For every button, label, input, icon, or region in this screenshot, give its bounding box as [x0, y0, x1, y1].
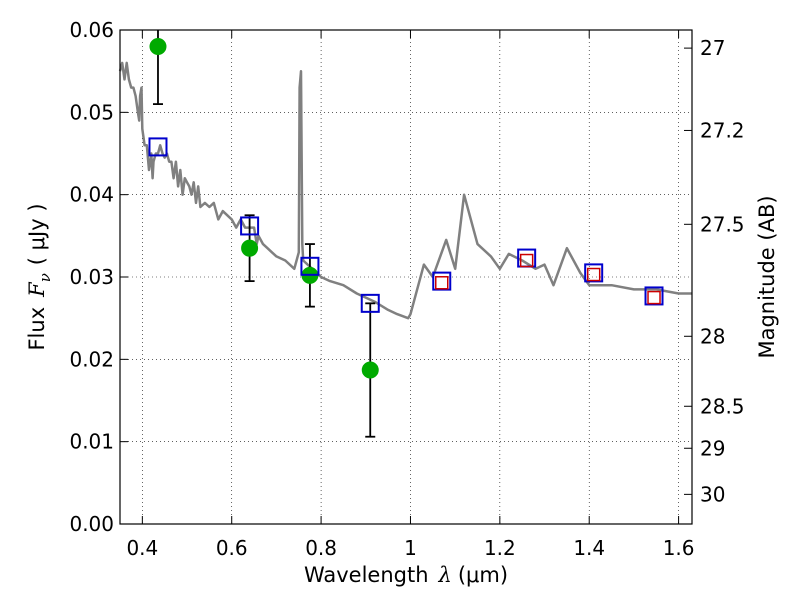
y-tick-label: 0.01 — [69, 430, 114, 454]
model-square — [240, 216, 260, 236]
y-tick-label: 0.00 — [69, 512, 114, 536]
y2-tick-label: 27 — [700, 36, 725, 60]
x-tick-label: 0.4 — [126, 536, 158, 560]
observed-point — [241, 239, 259, 257]
model-square — [300, 256, 320, 276]
ir-square — [435, 276, 449, 290]
grid-lines — [120, 29, 692, 525]
y2-tick-label: 27.5 — [700, 212, 745, 236]
y-tick-label: 0.03 — [69, 265, 114, 289]
y-tick-label: 0.02 — [69, 347, 114, 371]
ir-square — [647, 290, 661, 305]
y-tick-label: 0.04 — [69, 183, 114, 207]
y2-tick-label: 30 — [700, 482, 725, 506]
observed-point — [149, 37, 167, 55]
y2-tick-label: 29 — [700, 436, 725, 460]
x-tick-label: 1.2 — [484, 536, 516, 560]
x-tick-labels: 0.4 0.6 0.8 1 1.2 1.4 1.6 — [126, 536, 694, 560]
observed-points-group — [149, 37, 379, 379]
model-square — [432, 271, 452, 291]
plot-frame — [119, 29, 693, 525]
model-square — [148, 137, 168, 157]
model-sed-series — [118, 61, 692, 320]
model-square — [644, 286, 664, 306]
model-square — [584, 263, 604, 283]
x-tick-label: 1.6 — [663, 536, 695, 560]
y2-tick-label: 28 — [700, 324, 725, 348]
y-tick-label: 0.05 — [69, 100, 114, 124]
y-tick-label: 0.06 — [69, 18, 114, 42]
y2-tick-label: 28.5 — [700, 394, 745, 418]
tick-marks — [120, 29, 692, 525]
errorbar-group — [152, 30, 376, 438]
ir-square — [586, 267, 601, 282]
x-axis-label: Wavelength λ (μm) — [304, 563, 508, 587]
model-square — [360, 293, 380, 313]
y2-tick-label: 27.2 — [700, 118, 745, 142]
y-tick-labels: 0.00 0.01 0.02 0.03 0.04 0.05 0.06 — [69, 18, 114, 536]
y-axis-label: FluxFν( μJy ) — [25, 203, 54, 350]
y2-tick-labels: 27 27.2 27.5 28 28.5 29 30 — [700, 36, 745, 506]
x-tick-label: 1.4 — [573, 536, 605, 560]
y2-axis-label: Magnitude (AB) — [755, 195, 779, 358]
model-squares-group — [148, 137, 664, 313]
model-sed-line — [118, 61, 692, 320]
x-tick-label: 1 — [404, 536, 417, 560]
x-tick-label: 0.6 — [216, 536, 248, 560]
ir-square — [519, 253, 534, 268]
x-tick-label: 0.8 — [305, 536, 337, 560]
ir-squares-group — [435, 253, 661, 305]
observed-point — [361, 361, 379, 379]
